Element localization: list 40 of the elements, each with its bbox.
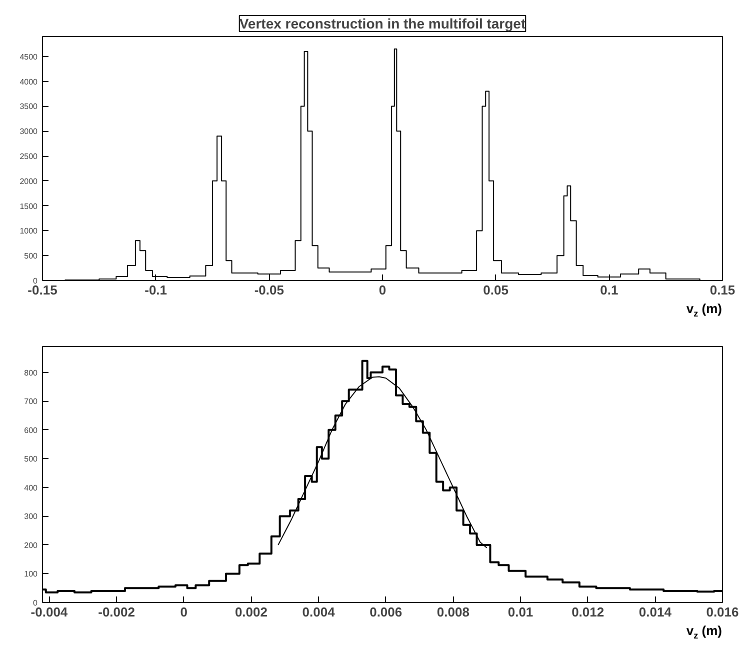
y-tick-label: 500 xyxy=(24,454,38,464)
x-tick-label: -0.002 xyxy=(98,604,136,620)
x-tick-label: 0.01 xyxy=(508,604,534,620)
y-tick-label: 300 xyxy=(24,512,38,522)
x-axis-title: v$_{z}$ (m) xyxy=(686,622,722,642)
y-tick-label: 2500 xyxy=(20,152,38,162)
x-tick-label: 0.012 xyxy=(572,604,604,620)
y-tick-label: 3000 xyxy=(20,127,38,136)
y-tick-label: 0 xyxy=(33,276,38,286)
y-tick-label: 4000 xyxy=(20,77,38,86)
x-tick-label: -0.1 xyxy=(144,282,168,298)
y-tick-label: 400 xyxy=(24,483,38,492)
x-tick-label: 0.002 xyxy=(234,604,268,620)
y-tick-label: 1000 xyxy=(20,226,38,236)
y-tick-label: 4500 xyxy=(20,52,38,62)
y-tick-label: 100 xyxy=(24,570,38,579)
y-tick-label: 200 xyxy=(24,540,38,550)
x-tick-label: -0.004 xyxy=(30,604,68,620)
y-tick-label: 600 xyxy=(24,426,38,435)
x-tick-label: -0.05 xyxy=(254,282,284,298)
y-tick-label: 700 xyxy=(24,397,38,406)
x-tick-label: 0.05 xyxy=(483,282,508,298)
x-tick-label: 0.014 xyxy=(638,604,672,620)
chart-title: Vertex reconstruction in the multifoil target xyxy=(239,16,526,32)
y-tick-label: 500 xyxy=(24,252,38,261)
x-tick-label: 0.008 xyxy=(436,604,470,620)
y-tick-label: 1500 xyxy=(20,202,38,211)
y-tick-label: 800 xyxy=(24,368,38,378)
x-tick-label: 0 xyxy=(378,282,386,298)
x-tick-label: 0.016 xyxy=(706,604,739,620)
y-tick-label: 3500 xyxy=(20,102,38,112)
y-tick-label: 0 xyxy=(33,598,38,608)
x-tick-label: 0.004 xyxy=(302,604,336,620)
x-tick-label: 0.15 xyxy=(710,282,736,298)
x-tick-label: -0.15 xyxy=(28,282,58,298)
x-tick-label: 0 xyxy=(180,604,188,620)
x-tick-label: 0.006 xyxy=(370,604,402,620)
y-tick-label: 2000 xyxy=(20,176,38,186)
x-tick-label: 0.1 xyxy=(600,282,618,298)
x-axis-title: v$_{z}$ (m) xyxy=(686,300,722,320)
